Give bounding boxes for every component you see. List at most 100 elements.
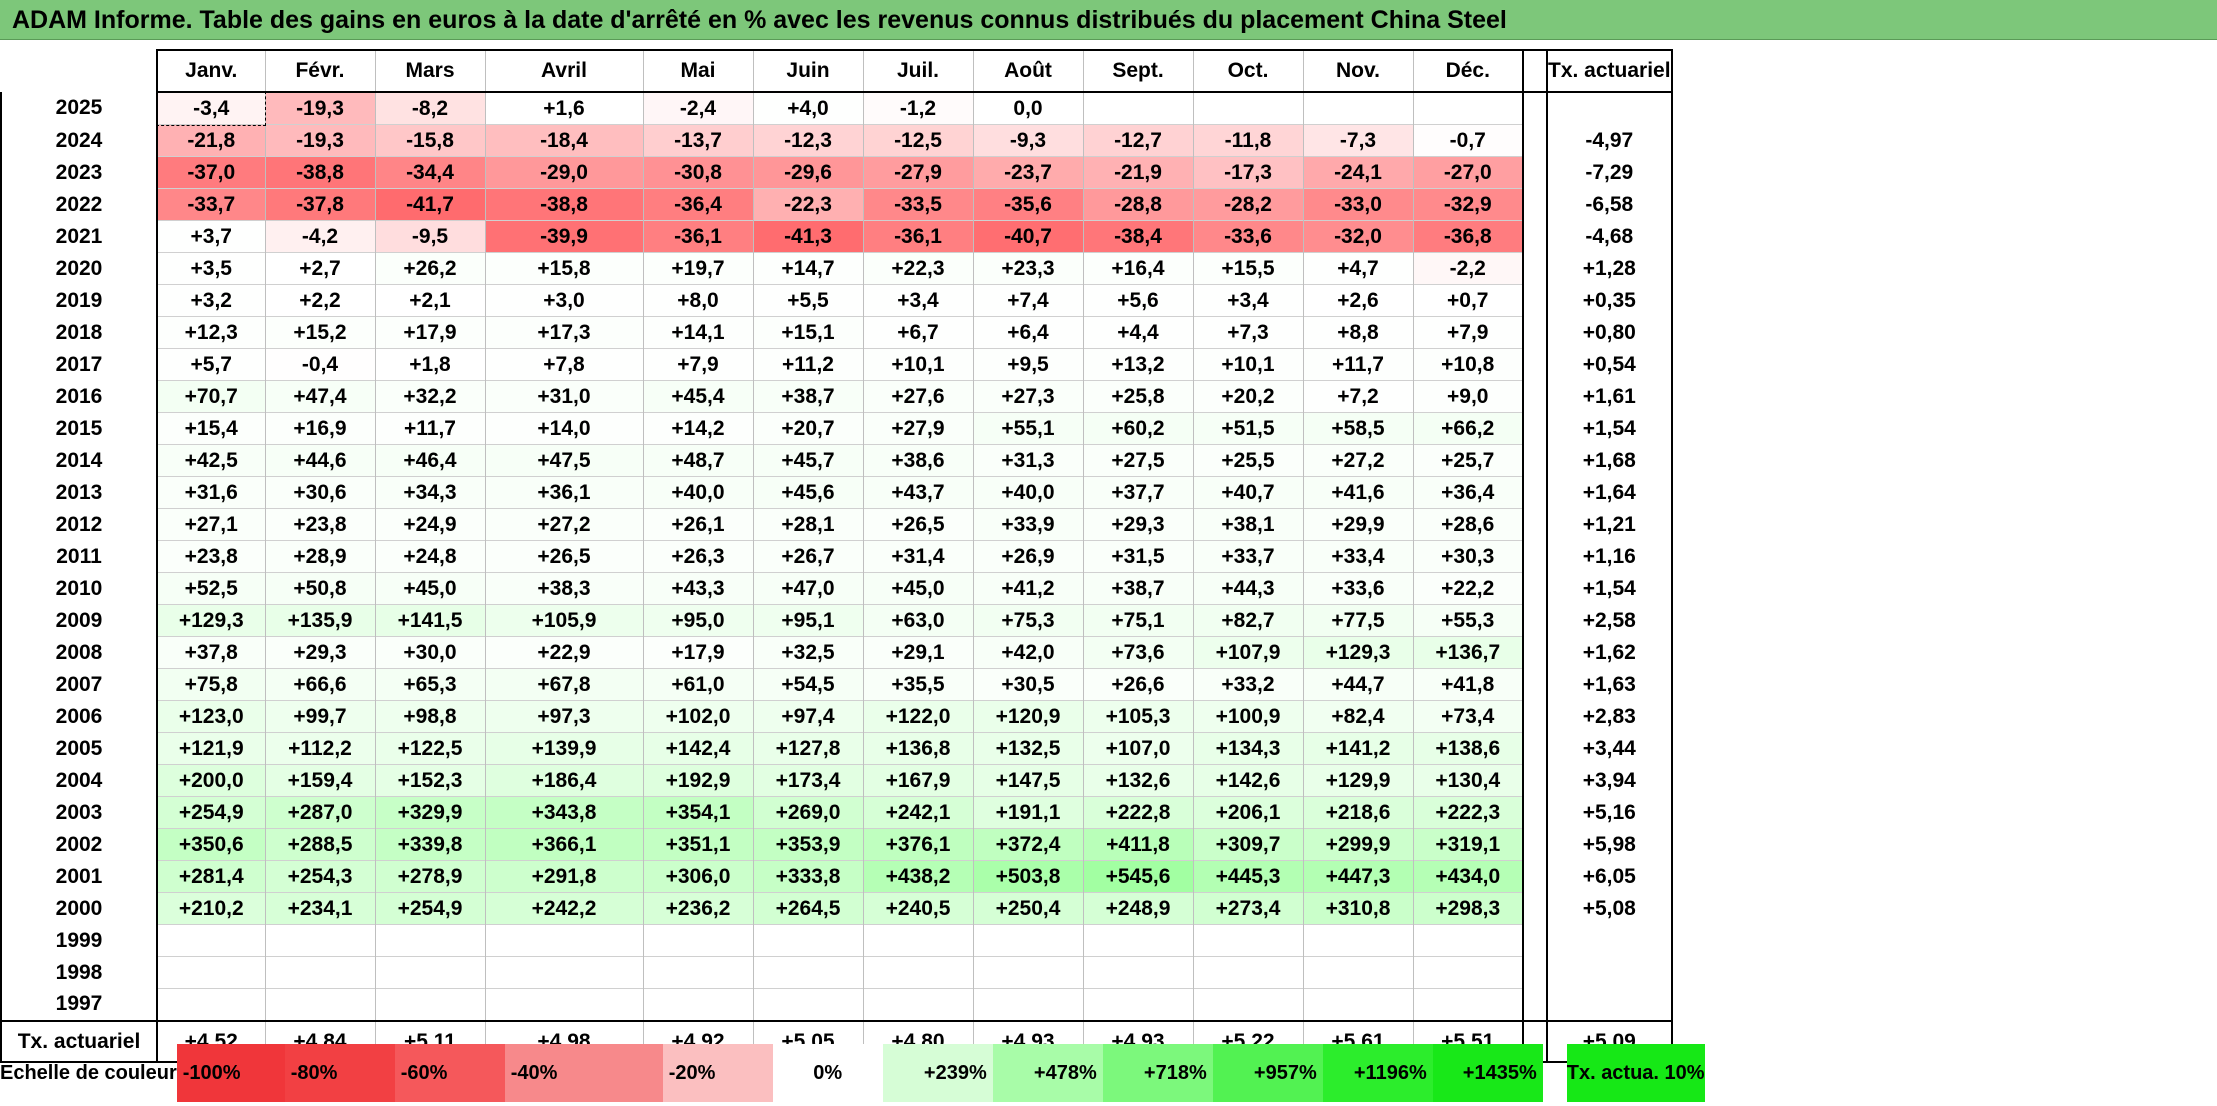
month-header: Avril bbox=[484, 49, 644, 93]
gap-cell bbox=[1523, 924, 1547, 957]
gain-cell: +50,8 bbox=[264, 572, 376, 605]
gain-cell bbox=[156, 956, 266, 989]
gain-cell: +27,1 bbox=[156, 508, 266, 541]
gain-cell: +339,8 bbox=[374, 828, 486, 861]
gain-cell: +82,7 bbox=[1192, 604, 1304, 637]
gain-cell: +206,1 bbox=[1192, 796, 1304, 829]
gain-cell: +129,3 bbox=[1302, 636, 1414, 669]
gain-cell: +22,9 bbox=[484, 636, 644, 669]
gain-cell: +135,9 bbox=[264, 604, 376, 637]
annual-rate: +5,16 bbox=[1546, 796, 1673, 829]
gap-cell bbox=[1523, 732, 1547, 765]
gain-cell: +545,6 bbox=[1082, 860, 1194, 893]
gain-cell: +248,9 bbox=[1082, 892, 1194, 925]
gain-cell: +200,0 bbox=[156, 764, 266, 797]
gap-cell bbox=[1523, 316, 1547, 349]
gain-cell: +250,4 bbox=[972, 892, 1084, 925]
gain-cell: -17,3 bbox=[1192, 156, 1304, 189]
gain-cell: +17,9 bbox=[374, 316, 486, 349]
gain-cell bbox=[1302, 91, 1414, 125]
gain-cell: -27,0 bbox=[1412, 156, 1524, 189]
gain-cell: -11,8 bbox=[1192, 124, 1304, 157]
gain-cell: +254,9 bbox=[156, 796, 266, 829]
gain-cell: -32,9 bbox=[1412, 188, 1524, 221]
gain-cell: +75,8 bbox=[156, 668, 266, 701]
gain-cell: +30,0 bbox=[374, 636, 486, 669]
gain-cell: +47,0 bbox=[752, 572, 864, 605]
gain-cell: -19,3 bbox=[264, 124, 376, 157]
gain-cell: +25,7 bbox=[1412, 444, 1524, 477]
gain-cell: +240,5 bbox=[862, 892, 974, 925]
gain-cell: +136,7 bbox=[1412, 636, 1524, 669]
month-header: Juil. bbox=[862, 49, 974, 93]
gain-cell: +5,5 bbox=[752, 284, 864, 317]
gain-cell: +65,3 bbox=[374, 668, 486, 701]
gain-cell: +97,4 bbox=[752, 700, 864, 733]
gain-cell: +54,5 bbox=[752, 668, 864, 701]
table-row: 2013 +31,6 +30,6 +34,3 +36,1 +40,0 +45,6 +43,7 +… bbox=[0, 476, 1673, 509]
gain-cell: +298,3 bbox=[1412, 892, 1524, 925]
gain-cell: +291,8 bbox=[484, 860, 644, 893]
table-row: 2002 +350,6 +288,5 +339,8 +366,1 +351,1 +353,9… bbox=[0, 828, 1673, 861]
gain-cell: +15,2 bbox=[264, 316, 376, 349]
gain-cell: -13,7 bbox=[642, 124, 754, 157]
gain-cell: +20,2 bbox=[1192, 380, 1304, 413]
gap-cell bbox=[1523, 636, 1547, 669]
gain-cell: +343,8 bbox=[484, 796, 644, 829]
gain-cell: +159,4 bbox=[264, 764, 376, 797]
scale-step: +957% bbox=[1212, 1044, 1323, 1102]
gain-cell: +75,1 bbox=[1082, 604, 1194, 637]
month-header: Juin bbox=[752, 49, 864, 93]
gain-cell: +503,8 bbox=[972, 860, 1084, 893]
gain-cell bbox=[752, 956, 864, 989]
annual-rate: +5,98 bbox=[1546, 828, 1673, 861]
table-row: 2018 +12,3 +15,2 +17,9 +17,3 +14,1 +15,1 +6,7 +6… bbox=[0, 316, 1673, 349]
gain-cell: -33,0 bbox=[1302, 188, 1414, 221]
gain-cell: +33,9 bbox=[972, 508, 1084, 541]
table-row: 2005 +121,9 +112,2 +122,5 +139,9 +142,4 +127,8… bbox=[0, 732, 1673, 765]
gain-cell: +122,5 bbox=[374, 732, 486, 765]
gain-cell: +9,0 bbox=[1412, 380, 1524, 413]
gap-cell bbox=[1523, 412, 1547, 445]
gap-cell bbox=[1523, 892, 1547, 925]
gain-cell: +309,7 bbox=[1192, 828, 1304, 861]
gain-cell: +1,8 bbox=[374, 348, 486, 381]
gain-cell: +11,7 bbox=[374, 412, 486, 445]
gain-cell: +351,1 bbox=[642, 828, 754, 861]
month-header: Mars bbox=[374, 49, 486, 93]
table-row: 2009 +129,3 +135,9 +141,5 +105,9 +95,0 +95,1 +6… bbox=[0, 604, 1673, 637]
table-row: 2021 +3,7 -4,2 -9,5 -39,9 -36,1 -41,3 -36,1 -40,… bbox=[0, 220, 1673, 253]
gap-cell bbox=[1523, 860, 1547, 893]
gain-cell: +97,3 bbox=[484, 700, 644, 733]
gain-cell: +66,6 bbox=[264, 668, 376, 701]
annual-rate: +1,63 bbox=[1546, 668, 1673, 701]
annual-rate: +2,58 bbox=[1546, 604, 1673, 637]
gain-cell: +31,3 bbox=[972, 444, 1084, 477]
gain-cell: +7,9 bbox=[1412, 316, 1524, 349]
gain-cell: -38,8 bbox=[264, 156, 376, 189]
gain-cell: -27,9 bbox=[862, 156, 974, 189]
gain-cell: +26,3 bbox=[642, 540, 754, 573]
gain-cell bbox=[484, 924, 644, 957]
gain-cell: +2,6 bbox=[1302, 284, 1414, 317]
gain-cell: +264,5 bbox=[752, 892, 864, 925]
year-label: 2016 bbox=[0, 380, 158, 413]
gain-cell bbox=[1082, 956, 1194, 989]
annual-rate: -4,68 bbox=[1546, 220, 1673, 253]
gain-cell: +147,5 bbox=[972, 764, 1084, 797]
gain-cell: +222,8 bbox=[1082, 796, 1194, 829]
scale-step: -40% bbox=[504, 1044, 663, 1102]
gain-cell: +29,3 bbox=[264, 636, 376, 669]
gain-cell: +254,3 bbox=[264, 860, 376, 893]
gain-cell: -21,8 bbox=[156, 124, 266, 157]
year-label: 2005 bbox=[0, 732, 158, 765]
gain-cell: -29,6 bbox=[752, 156, 864, 189]
gain-cell: +38,7 bbox=[752, 380, 864, 413]
gain-cell: +63,0 bbox=[862, 604, 974, 637]
gain-cell bbox=[1302, 956, 1414, 989]
gain-cell: +52,5 bbox=[156, 572, 266, 605]
gain-cell: +13,2 bbox=[1082, 348, 1194, 381]
gain-cell: +5,6 bbox=[1082, 284, 1194, 317]
gain-cell: -37,8 bbox=[264, 188, 376, 221]
gain-cell: -32,0 bbox=[1302, 220, 1414, 253]
